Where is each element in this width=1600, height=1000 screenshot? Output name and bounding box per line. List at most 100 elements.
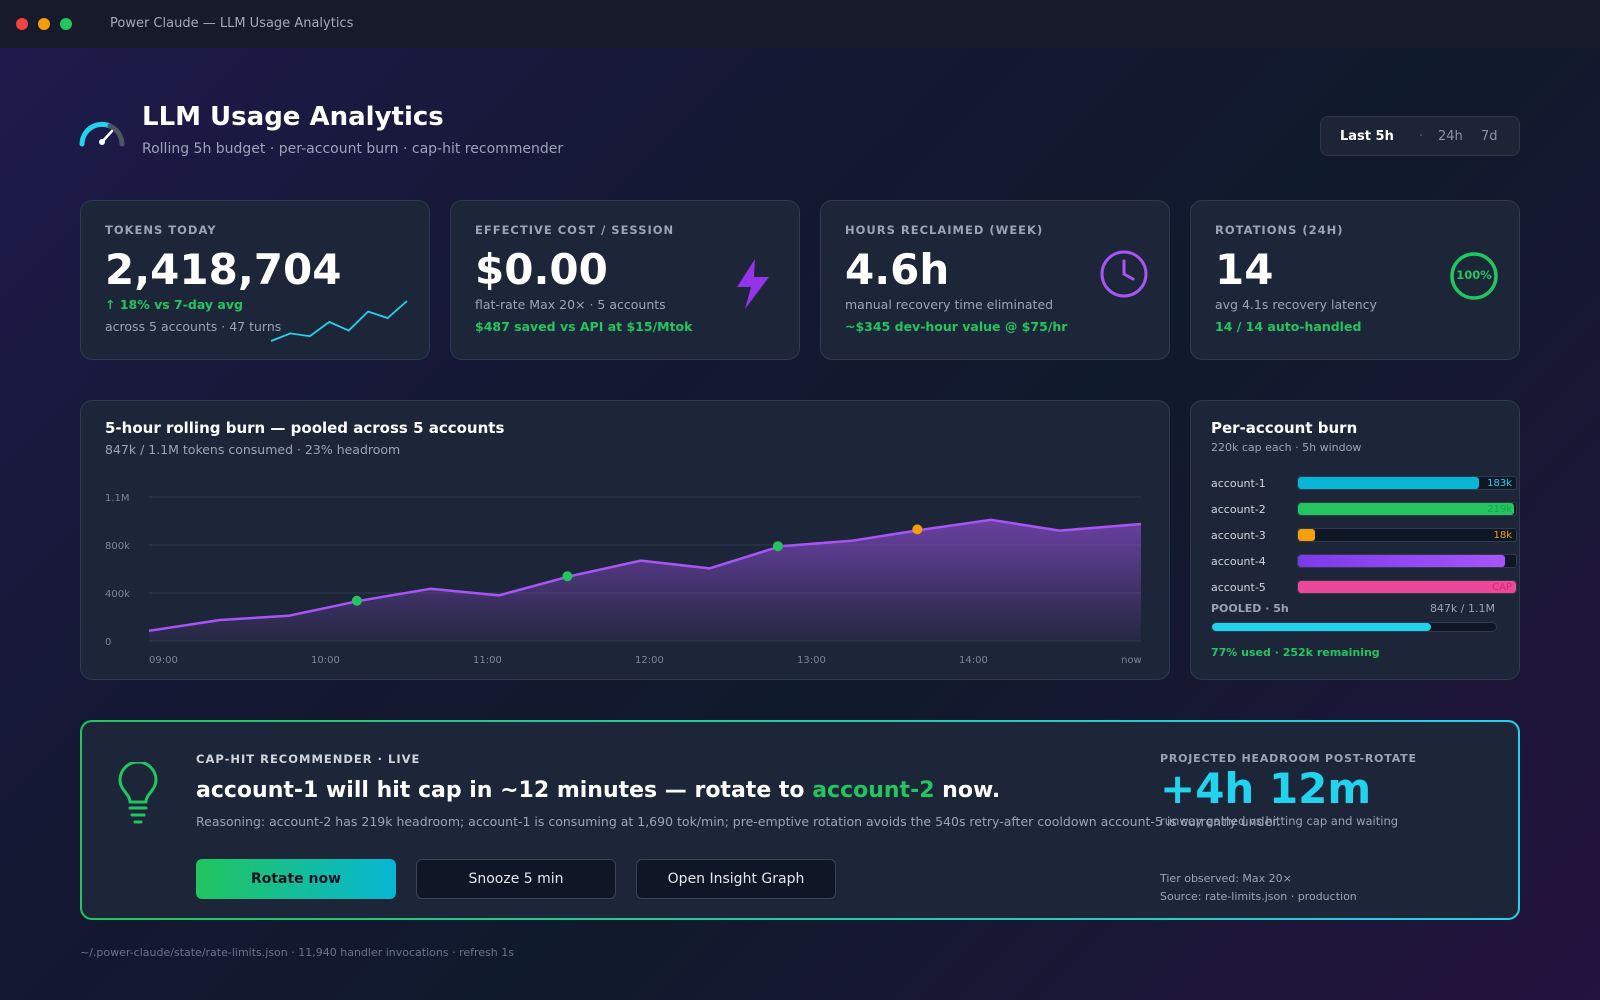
kpi-note: across 5 accounts · 47 turns — [105, 319, 282, 334]
status-footer: ~/.power-claude/state/rate-limits.json ·… — [80, 946, 514, 959]
panel-subtitle: 220k cap each · 5h window — [1211, 441, 1362, 454]
kpi-card-rotations: ROTATIONS (24H) 14 avg 4.1s recovery lat… — [1190, 200, 1520, 360]
kpi-value: 4.6h — [845, 245, 950, 294]
x-tick-label: 14:00 — [959, 655, 988, 666]
chart-subtitle: 847k / 1.1M tokens consumed · 23% headro… — [105, 442, 401, 457]
account-burn-bar: 18k — [1297, 528, 1517, 542]
y-tick-label: 0 — [105, 637, 111, 648]
kpi-label: ROTATIONS (24H) — [1215, 223, 1344, 237]
x-tick-label: 11:00 — [473, 655, 502, 666]
projection-subtitle: runway gained vs hitting cap and waiting — [1160, 814, 1399, 828]
headline-suffix: now. — [934, 778, 1001, 803]
pooled-label: POOLED · 5h — [1211, 602, 1289, 615]
title-bar: Power Claude — LLM Usage Analytics — [0, 0, 1600, 48]
account-burn-value: CAP — [1492, 582, 1512, 593]
x-tick-label: 10:00 — [311, 655, 340, 666]
kpi-value: $0.00 — [475, 245, 608, 294]
y-tick-label: 800k — [105, 541, 130, 552]
headline-target-account: account-2 — [812, 778, 935, 803]
page-subtitle: Rolling 5h budget · per-account burn · c… — [142, 141, 564, 157]
kpi-value: 2,418,704 — [105, 245, 342, 294]
kpi-note: avg 4.1s recovery latency — [1215, 297, 1377, 312]
account-burn-value: 18k — [1493, 530, 1512, 541]
account-row-account-4: account-4 — [1211, 554, 1521, 570]
account-row-account-2: account-2 219k — [1211, 502, 1521, 518]
data-source: Source: rate-limits.json · production — [1160, 890, 1357, 903]
panel-title: Per-account burn — [1211, 419, 1358, 437]
kpi-label: TOKENS TODAY — [105, 223, 217, 237]
progress-ring-icon: 100% — [1449, 251, 1499, 301]
open-insight-graph-button[interactable]: Open Insight Graph — [636, 859, 836, 899]
sparkline-line — [270, 300, 408, 342]
rotation-marker — [912, 524, 923, 535]
account-burn-value: 183k — [1487, 478, 1512, 489]
burn-area-chart: 0 400k 800k 1.1M 09:00 10:00 11:00 12:00 13:00 14… — [105, 493, 1142, 666]
projection-label: PROJECTED HEADROOM POST-ROTATE — [1160, 752, 1417, 765]
cap-hit-recommender: CAP-HIT RECOMMENDER · LIVE account-1 wil… — [80, 720, 1520, 920]
recommender-headline: account-1 will hit cap in ~12 minutes — … — [196, 778, 1000, 803]
kpi-auto-handled: 14 / 14 auto-handled — [1215, 319, 1362, 334]
rotation-marker — [772, 541, 783, 552]
account-row-account-3: account-3 18k — [1211, 528, 1521, 544]
minimize-window-button[interactable] — [38, 18, 50, 30]
account-burn-fill — [1298, 477, 1479, 489]
burn-area — [149, 519, 1141, 641]
burn-line — [148, 518, 1142, 633]
pooled-value: 847k / 1.1M — [1429, 602, 1495, 615]
account-burn-bar: 219k — [1297, 502, 1517, 516]
tokens-sparkline — [270, 300, 408, 342]
range-option-last-5h[interactable]: Last 5h — [1340, 129, 1394, 144]
kpi-label: HOURS RECLAIMED (WEEK) — [845, 223, 1044, 237]
maximize-window-button[interactable] — [60, 18, 72, 30]
account-burn-bar: 183k — [1297, 476, 1517, 490]
account-burn-bar: CAP — [1297, 580, 1517, 594]
account-burn-value: 219k — [1487, 504, 1512, 515]
projection-value: +4h 12m — [1160, 764, 1372, 813]
pooled-note: 77% used · 252k remaining — [1211, 646, 1380, 659]
clock-icon — [1100, 250, 1148, 298]
account-name: account-1 — [1211, 477, 1266, 490]
kpi-note: flat-rate Max 20× · 5 accounts — [475, 297, 666, 312]
account-burn-fill — [1298, 581, 1516, 593]
window-title: Power Claude — LLM Usage Analytics — [110, 16, 354, 31]
account-row-account-5: account-5 CAP — [1211, 580, 1521, 596]
burn-chart-panel: 5-hour rolling burn — pooled across 5 ac… — [80, 400, 1170, 680]
account-burn-fill — [1298, 503, 1514, 515]
snooze-button[interactable]: Snooze 5 min — [416, 859, 616, 899]
x-tick-label: 13:00 — [797, 655, 826, 666]
recommender-reasoning: Reasoning: account-2 has 219k headroom; … — [196, 814, 1281, 829]
kpi-value: 14 — [1215, 245, 1274, 294]
kpi-label: EFFECTIVE COST / SESSION — [475, 223, 675, 237]
account-name: account-3 — [1211, 529, 1266, 542]
account-row-account-1: account-1 183k — [1211, 476, 1521, 492]
y-tick-label: 400k — [105, 589, 130, 600]
rotate-now-button[interactable]: Rotate now — [196, 859, 396, 899]
kpi-card-effective-cost: EFFECTIVE COST / SESSION $0.00 flat-rate… — [450, 200, 800, 360]
x-tick-label: 09:00 — [149, 655, 178, 666]
time-range-selector: Last 5h · 24h 7d — [1320, 116, 1520, 156]
kpi-card-hours-reclaimed: HOURS RECLAIMED (WEEK) 4.6h manual recov… — [820, 200, 1170, 360]
page-title: LLM Usage Analytics — [142, 102, 444, 132]
ring-percent: 100% — [1456, 268, 1492, 282]
y-tick-label: 1.1M — [105, 493, 130, 504]
kpi-trend: ↑ 18% vs 7-day avg — [105, 297, 243, 312]
per-account-panel: Per-account burn 220k cap each · 5h wind… — [1190, 400, 1520, 680]
account-burn-bar — [1297, 554, 1517, 568]
range-option-7d[interactable]: 7d — [1481, 129, 1498, 144]
pooled-progress-bar — [1211, 622, 1497, 632]
chart-title: 5-hour rolling burn — pooled across 5 ac… — [105, 419, 505, 437]
tier-observed: Tier observed: Max 20× — [1160, 872, 1292, 885]
account-burn-fill — [1298, 529, 1316, 541]
kpi-savings: $487 saved vs API at $15/Mtok — [475, 319, 693, 334]
kpi-value-note: ~$345 dev-hour value @ $75/hr — [845, 319, 1068, 334]
rotation-marker — [351, 595, 362, 606]
range-option-24h[interactable]: 24h — [1438, 129, 1463, 144]
recommender-body: CAP-HIT RECOMMENDER · LIVE account-1 wil… — [82, 722, 1518, 918]
account-name: account-2 — [1211, 503, 1266, 516]
account-name: account-5 — [1211, 581, 1266, 594]
kpi-card-tokens-today: TOKENS TODAY 2,418,704 ↑ 18% vs 7-day av… — [80, 200, 430, 360]
close-window-button[interactable] — [16, 18, 28, 30]
rotation-marker — [562, 571, 573, 582]
recommender-label: CAP-HIT RECOMMENDER · LIVE — [196, 752, 421, 766]
lightning-icon — [737, 259, 769, 309]
